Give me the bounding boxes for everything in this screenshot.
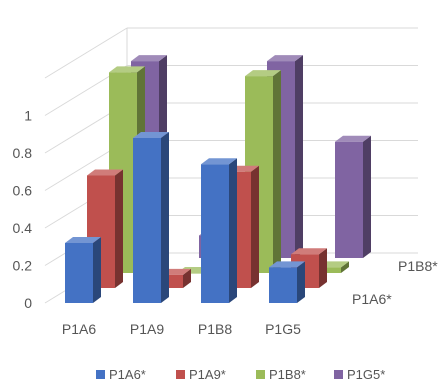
bar-p1a6-p1a9-top [133,132,169,138]
y-tick-label: 0 [24,295,32,311]
bar-p1a6-p1g5-top [269,261,305,268]
legend-label: P1A6* [109,367,146,382]
y-tick-label: 0.8 [13,145,33,161]
y-tick-label: 0.4 [13,220,33,236]
bar-p1a6-p1b8-top [201,158,237,165]
bar-p1a9-p1a6-side [115,169,123,288]
bar-p1b8-p1b8-top [245,70,281,77]
bar-p1a9-p1g5-top [291,248,327,255]
bar-p1a9-p1b8-side [251,165,259,288]
y-tick-label: 0.6 [13,183,33,199]
bar-p1a6-p1a6 [65,243,93,303]
bar-p1b8-p1g5-side [341,261,349,273]
bar-p1b8-p1a6-top [109,66,145,73]
legend-label: P1B8* [269,367,306,382]
bar-p1g5-p1g5 [335,141,363,258]
bar-p1g5-p1b8-top [267,55,303,62]
legend-swatch [256,370,265,379]
bar-p1g5-p1a6-top [131,55,167,62]
legend-swatch [176,370,185,379]
gridline-side [44,27,128,79]
bar-p1a6-p1g5 [269,267,297,303]
bar-p1a6-p1b8 [201,164,229,303]
bar-p1a6-p1a6-side [93,237,101,303]
bar-p1g5-p1b8-side [295,55,303,258]
x-tick-label: P1A9 [130,321,164,337]
bar-p1a6-p1a6-top [65,237,101,243]
bar-p1b8-p1b8-side [273,70,281,273]
x-tick-label: P1G5 [265,321,301,337]
legend-swatch [334,370,343,379]
depth-tick-label: P1A6* [352,291,392,307]
bar-p1a6-p1g5-side [297,261,305,303]
x-tick-label: P1A6 [62,321,96,337]
bar-p1a6-p1b8-side [229,158,237,303]
legend-label: P1G5* [347,367,385,382]
bar-p1a9-p1g5-side [319,248,327,288]
bar-p1a6-p1a9-side [161,132,169,303]
bar-p1g5-p1g5-top [335,135,371,142]
bar-p1a9-p1a9-side [183,268,191,288]
legend-label: P1A9* [189,367,226,382]
y-tick-label: 1 [24,108,32,124]
legend-swatch [96,370,105,379]
bar-p1a6-p1a9 [133,138,161,303]
y-tick-label: 0.2 [13,258,33,274]
x-tick-label: P1B8 [198,321,232,337]
bar-p1g5-p1g5-side [363,135,371,258]
depth-tick-label: P1B8* [398,258,438,274]
bar-p1a9-p1a6-top [87,169,123,176]
